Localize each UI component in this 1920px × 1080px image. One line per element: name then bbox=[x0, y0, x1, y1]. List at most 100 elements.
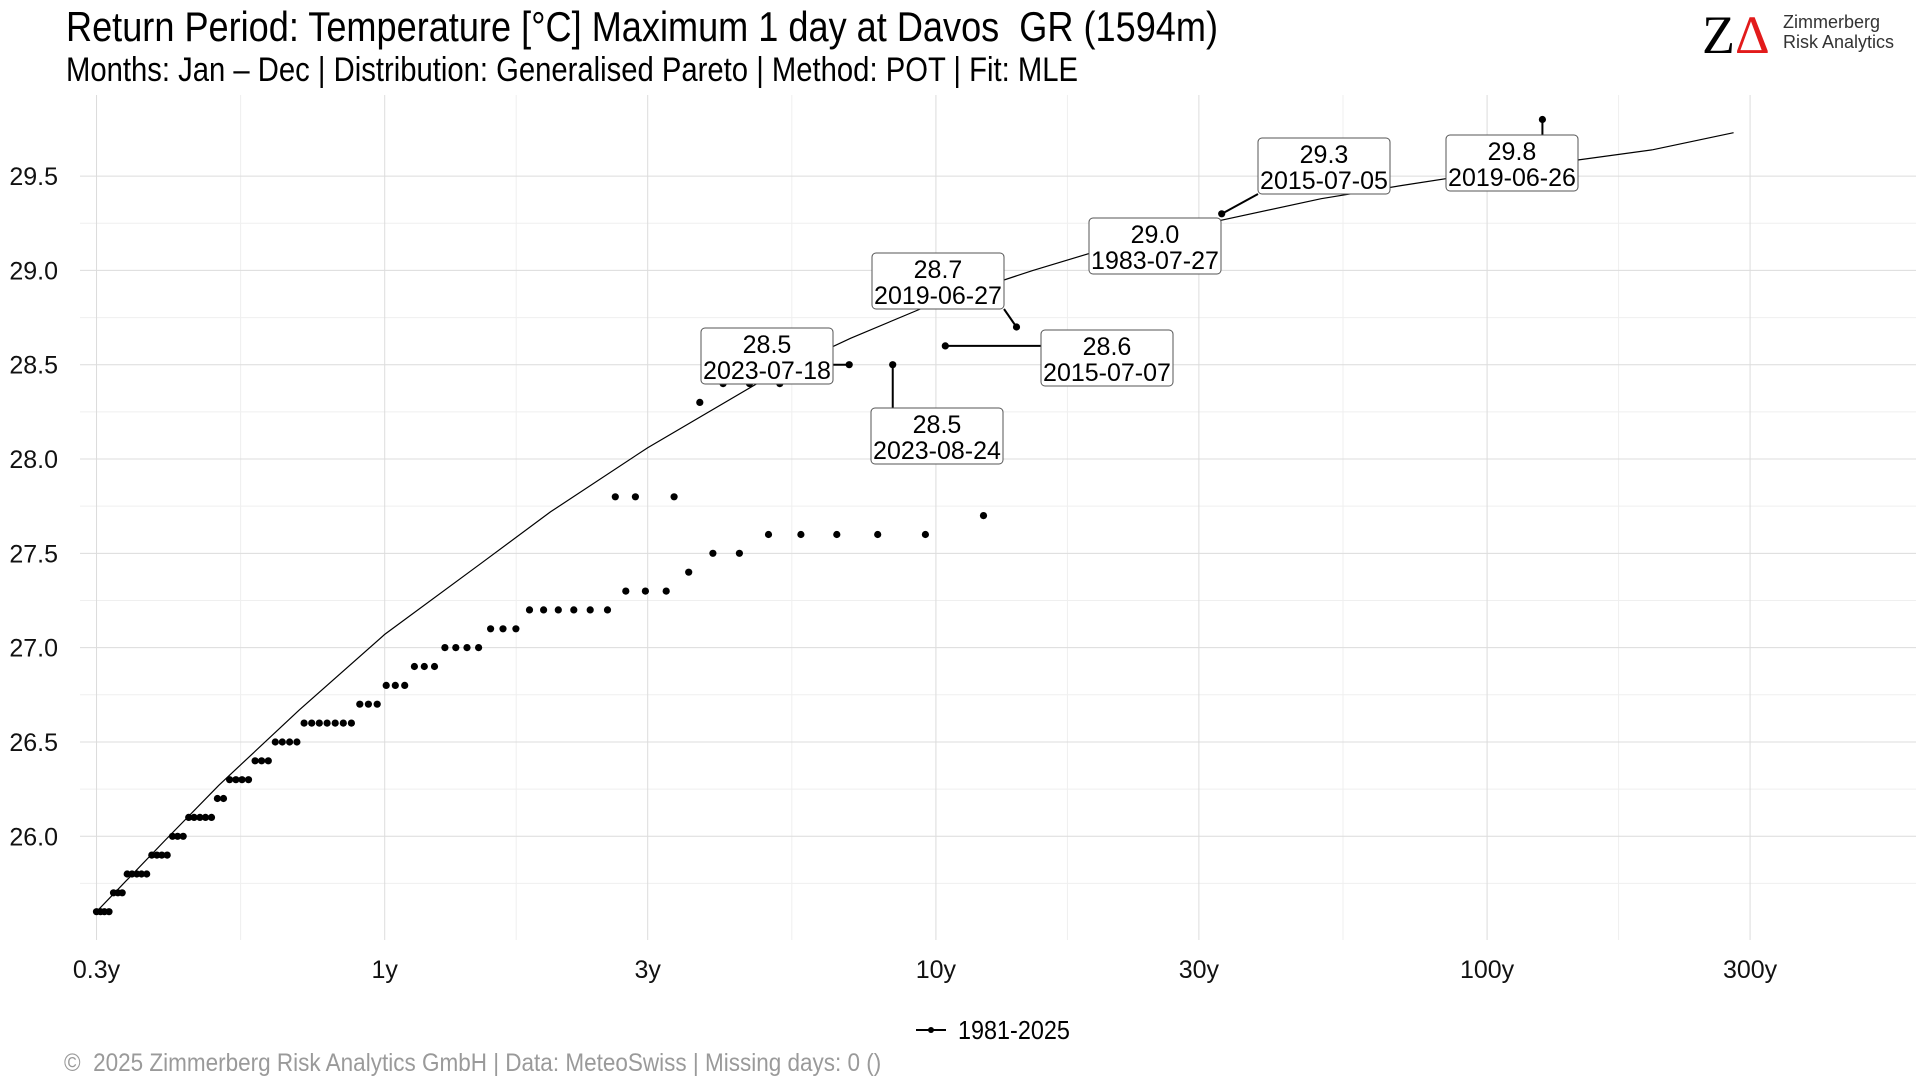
data-points-layer bbox=[92, 115, 1546, 916]
data-point bbox=[670, 493, 678, 501]
y-tick-label: 26.5 bbox=[9, 729, 58, 757]
data-point bbox=[540, 606, 548, 614]
x-tick-label: 300y bbox=[1723, 956, 1778, 984]
legend-label: 1981-2025 bbox=[958, 1014, 1070, 1045]
annotation-value: 28.7 bbox=[914, 256, 963, 284]
annotation-box bbox=[700, 327, 834, 385]
logo-mark: ZΔ bbox=[1702, 5, 1770, 65]
data-point bbox=[833, 530, 841, 539]
x-tick-label: 3y bbox=[634, 956, 661, 984]
data-point bbox=[118, 889, 126, 897]
y-tick-label: 29.5 bbox=[9, 163, 58, 191]
footer-credits: © 2025 Zimmerberg Risk Analytics GmbH | … bbox=[64, 1049, 882, 1077]
data-point bbox=[105, 908, 113, 916]
data-point bbox=[401, 681, 409, 690]
annotation-value: 29.0 bbox=[1131, 221, 1180, 249]
annotation-value: 28.6 bbox=[1083, 333, 1132, 361]
chart-subtitle: Months: Jan – Dec | Distribution: Genera… bbox=[66, 51, 1078, 89]
data-point bbox=[570, 606, 578, 614]
data-point bbox=[554, 606, 562, 614]
data-point bbox=[163, 851, 171, 859]
data-point bbox=[244, 776, 253, 784]
chart-legend: 1981-2025 bbox=[914, 1013, 1082, 1047]
fit-curve-layer bbox=[96, 132, 1734, 913]
data-point bbox=[475, 644, 483, 652]
y-tick-label: 26.0 bbox=[9, 823, 58, 851]
annotation-value: 29.8 bbox=[1488, 138, 1537, 166]
annotation-box bbox=[1257, 137, 1391, 195]
data-point bbox=[631, 493, 640, 501]
data-point bbox=[662, 587, 670, 595]
annotation-date: 2015-07-05 bbox=[1260, 167, 1388, 195]
data-point bbox=[143, 870, 151, 878]
annotation-box bbox=[870, 407, 1004, 465]
data-point bbox=[238, 776, 246, 784]
data-point bbox=[391, 681, 399, 690]
data-point bbox=[420, 662, 428, 671]
data-point bbox=[168, 832, 177, 840]
y-tick-label: 27.0 bbox=[9, 635, 58, 663]
data-point bbox=[452, 644, 460, 652]
data-point bbox=[300, 719, 308, 727]
data-point bbox=[158, 851, 166, 859]
y-tick-label: 28.5 bbox=[9, 352, 58, 380]
data-point bbox=[323, 719, 331, 727]
data-point bbox=[196, 813, 204, 822]
data-point bbox=[735, 549, 744, 557]
data-point bbox=[641, 587, 650, 595]
annotation-box bbox=[871, 252, 1005, 310]
fit-curve bbox=[96, 132, 1734, 913]
annotation-date: 1983-07-27 bbox=[1091, 247, 1219, 275]
annotation-leader bbox=[1221, 193, 1259, 215]
data-point bbox=[264, 757, 272, 765]
data-point bbox=[845, 361, 853, 369]
data-point bbox=[499, 625, 507, 633]
annotation-box bbox=[1040, 329, 1174, 387]
data-point bbox=[364, 700, 372, 708]
data-point bbox=[921, 530, 930, 539]
annotation-box bbox=[1445, 134, 1579, 192]
data-point bbox=[137, 870, 146, 878]
data-point bbox=[463, 644, 471, 652]
x-tick-label: 10y bbox=[916, 956, 957, 984]
data-point bbox=[179, 832, 187, 840]
y-tick-label: 28.0 bbox=[9, 446, 58, 474]
data-point bbox=[148, 851, 156, 859]
chart-title: Return Period: Temperature [°C] Maximum … bbox=[66, 3, 1218, 50]
annotation-leader bbox=[1003, 308, 1018, 328]
data-point bbox=[232, 776, 240, 784]
data-point bbox=[874, 530, 882, 539]
data-point bbox=[889, 361, 897, 369]
annotation-date: 2023-07-18 bbox=[703, 357, 831, 385]
data-point bbox=[331, 719, 339, 727]
data-point bbox=[226, 776, 234, 784]
data-point bbox=[286, 738, 294, 746]
data-point bbox=[308, 719, 316, 727]
data-point bbox=[410, 662, 418, 671]
data-point bbox=[797, 530, 805, 539]
y-tick-label: 29.0 bbox=[9, 257, 58, 285]
data-point bbox=[709, 549, 717, 557]
annotation-value: 28.5 bbox=[913, 411, 962, 439]
data-point bbox=[525, 606, 534, 614]
data-point bbox=[315, 719, 323, 727]
annotation-date: 2023-08-24 bbox=[873, 437, 1001, 465]
data-point bbox=[979, 511, 988, 520]
data-point bbox=[278, 738, 286, 746]
annotation-date: 2019-06-27 bbox=[874, 282, 1002, 310]
legend-swatch bbox=[914, 1027, 948, 1033]
grid-layer bbox=[80, 95, 1916, 940]
data-point bbox=[622, 587, 630, 595]
data-point bbox=[201, 813, 210, 822]
data-point bbox=[251, 757, 259, 765]
axis-labels: 0.3y 1y 3y 10y 30y 100y 300y 26.0 26.5 27.0 27.5 28… bbox=[9, 163, 1777, 984]
x-tick-label: 100y bbox=[1460, 956, 1515, 984]
x-tick-label: 30y bbox=[1179, 956, 1220, 984]
data-point bbox=[185, 813, 193, 822]
annotation-box bbox=[1088, 217, 1222, 275]
